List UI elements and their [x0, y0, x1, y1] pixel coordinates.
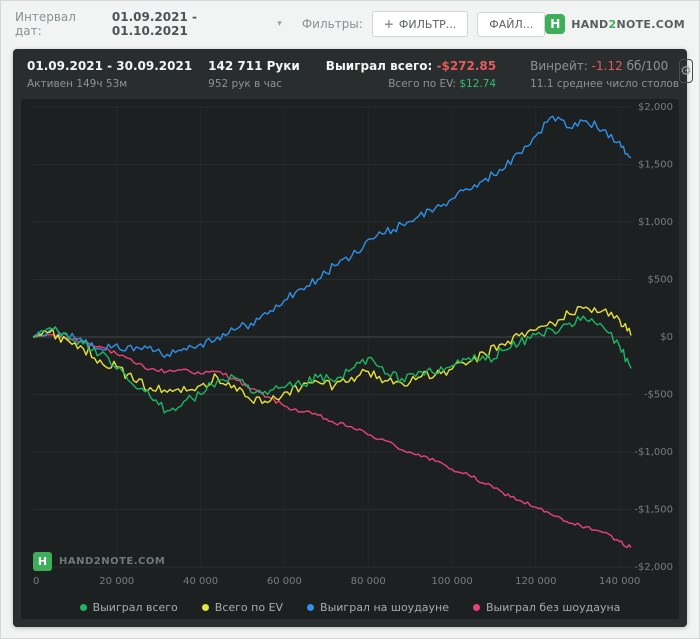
won-total-value: -$272.85	[436, 59, 497, 73]
winrate-value: -1.12	[591, 59, 623, 73]
chart-area: 0 20 000 40 000 60 000 80 000 100 000 120 000 1…	[21, 99, 679, 619]
y-tick-label: -$1,500	[634, 505, 673, 516]
legend-item[interactable]: Выиграл на шоудауне	[307, 601, 449, 614]
date-range-dropdown[interactable]: 01.09.2021 - 01.10.2021 ▾	[112, 10, 282, 38]
y-tick-label: -$1,000	[634, 447, 673, 458]
chart-watermark: H HAND2NOTE.COM	[33, 552, 165, 571]
y-tick-label: $1,000	[638, 217, 673, 228]
series-line	[32, 115, 632, 359]
legend-dot	[473, 604, 481, 611]
y-tick-label: -$2,000	[634, 562, 673, 573]
filters-label: Фильтры:	[301, 17, 363, 31]
y-tick-label: $500	[648, 275, 673, 286]
legend-dot	[307, 604, 315, 611]
x-tick-label: 140 000	[599, 576, 640, 587]
y-tick-label: -$500	[644, 390, 673, 401]
legend-item[interactable]: Выиграл без шоудауна	[473, 601, 620, 614]
x-tick-label: 60 000	[267, 576, 302, 587]
legend-label: Выиграл всего	[92, 601, 178, 614]
x-tick-label: 120 000	[515, 576, 556, 587]
chart-svg: 0 20 000 40 000 60 000 80 000 100 000 120 000 1…	[32, 102, 673, 587]
won-total: Выиграл всего: -$272.85	[325, 59, 497, 73]
series-line	[33, 306, 632, 405]
avg-tables: 11.1 среднее число столов	[530, 78, 680, 90]
watermark-text: HAND2NOTE.COM	[59, 556, 166, 567]
file-button[interactable]: ФАЙЛ...	[477, 11, 546, 37]
stats-header: 01.09.2021 - 30.09.2021 Активен 149ч 53м…	[13, 49, 693, 90]
filter-button-label: ФИЛЬТР...	[398, 17, 457, 31]
stats-panel: 01.09.2021 - 30.09.2021 Активен 149ч 53м…	[13, 49, 693, 627]
topbar: Интервал дат: 01.09.2021 - 01.10.2021 ▾ …	[1, 1, 699, 47]
hand2note-logo: H HAND2NOTE.COM	[545, 14, 685, 34]
ev-total-value: $12.74	[459, 78, 497, 90]
settings-gear-icon[interactable]: ⚙	[679, 59, 693, 83]
legend-label: Выиграл без шоудауна	[486, 601, 621, 614]
ev-total: Всего по EV: $12.74	[388, 78, 497, 90]
y-tick-label: $1,500	[638, 160, 673, 171]
legend-item[interactable]: Всего по EV	[201, 601, 284, 614]
stat-group-hands: 142 711 Руки 952 рук в час	[208, 59, 300, 90]
legend-dot	[79, 604, 87, 611]
hands-count: 142 711 Руки	[208, 59, 300, 73]
stat-group-winrate: Винрейт: -1.12 бб/100 11.1 среднее число…	[530, 59, 679, 90]
hand2note-watermark-icon: H	[33, 552, 52, 571]
legend-item[interactable]: Выиграл всего	[79, 601, 178, 614]
hand2note-icon: H	[545, 14, 566, 34]
hands-per-hour: 952 рук в час	[208, 78, 283, 90]
chevron-down-icon: ▾	[277, 19, 282, 29]
winrate: Винрейт: -1.12 бб/100	[530, 59, 669, 73]
chart-legend: Выиграл всего Всего по EV Выиграл на шоуда…	[21, 601, 679, 614]
x-tick-label: 0	[33, 576, 39, 587]
series-line	[32, 333, 632, 549]
y-tick-label: $0	[660, 332, 673, 343]
hand2note-brand-text: HAND2NOTE.COM	[571, 17, 685, 31]
x-tick-label: 20 000	[99, 576, 134, 587]
interval-label: Интервал дат:	[15, 10, 76, 38]
legend-dot	[201, 604, 209, 611]
series-line	[32, 315, 632, 414]
stat-group-winnings: Выиграл всего: -$272.85 Всего по EV: $12…	[326, 59, 496, 90]
plus-icon: +	[383, 17, 394, 31]
file-button-label: ФАЙЛ...	[489, 17, 534, 31]
x-tick-label: 100 000	[431, 576, 472, 587]
filter-button[interactable]: + ФИЛЬТР...	[371, 11, 469, 37]
legend-label: Всего по EV	[214, 601, 284, 614]
x-tick-label: 40 000	[183, 576, 218, 587]
y-tick-label: $2,000	[638, 102, 673, 113]
panel-date-range: 01.09.2021 - 30.09.2021	[27, 59, 193, 73]
x-tick-label: 80 000	[351, 576, 386, 587]
legend-label: Выиграл на шоудауне	[320, 601, 450, 614]
active-time: Активен 149ч 53м	[27, 78, 128, 90]
stat-group-dates: 01.09.2021 - 30.09.2021 Активен 149ч 53м	[27, 59, 192, 90]
date-range-value: 01.09.2021 - 01.10.2021	[111, 10, 197, 38]
